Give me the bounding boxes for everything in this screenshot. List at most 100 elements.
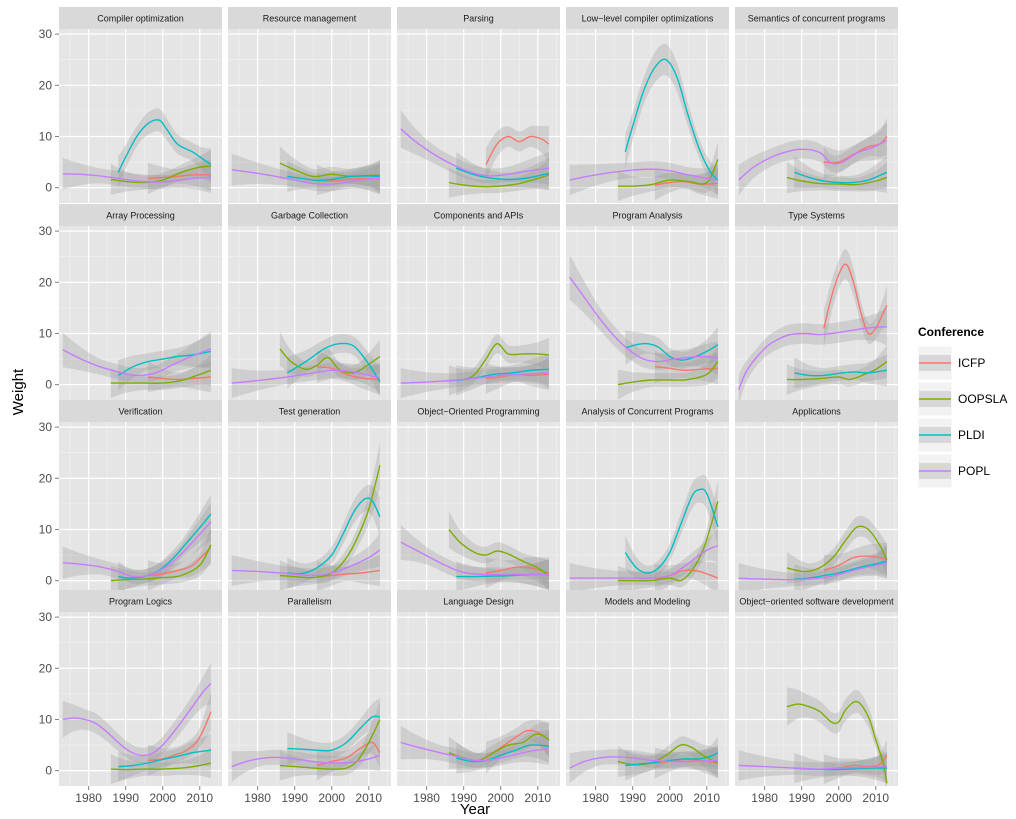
- facet-title: Verification: [118, 407, 162, 417]
- series-line: [400, 128, 549, 177]
- legend-label: OOPSLA: [958, 392, 1007, 406]
- confidence-band: [617, 345, 718, 400]
- confidence-band: [110, 149, 211, 195]
- confidence-band: [794, 545, 887, 595]
- confidence-band: [279, 331, 380, 381]
- legend-key: [917, 381, 953, 417]
- facet-strip: [59, 590, 222, 612]
- series-line: [625, 342, 719, 361]
- facet-title: Parallelism: [287, 597, 331, 607]
- confidence-band: [738, 122, 887, 196]
- series-line: [316, 366, 380, 381]
- confidence-band: [625, 736, 718, 781]
- series-line: [147, 174, 211, 180]
- confidence-band: [400, 524, 549, 590]
- facet-strip: [735, 590, 898, 612]
- panel-series: [231, 331, 381, 399]
- y-tick-label: 20: [39, 661, 53, 675]
- x-tick-label: 2010: [862, 791, 889, 805]
- series-line: [110, 762, 212, 771]
- series-line: [147, 546, 212, 577]
- y-tick-label: 0: [45, 764, 52, 778]
- confidence-band: [485, 358, 549, 394]
- series-line: [738, 764, 887, 770]
- confidence-band: [448, 159, 549, 198]
- y-tick-label: 0: [45, 378, 52, 392]
- series-line: [62, 521, 212, 578]
- confidence-band: [786, 161, 887, 193]
- facet-title: Compiler optimization: [97, 14, 184, 24]
- series-line: [625, 752, 719, 767]
- confidence-band: [786, 687, 887, 786]
- facet-panel: Program Logics 0 10 20 30 1980 1990 2000 2010: [39, 590, 222, 805]
- series-line: [231, 549, 381, 577]
- panel-series: [569, 474, 719, 596]
- confidence-band: [625, 43, 718, 196]
- plot-background: [566, 29, 729, 203]
- x-tick-label: 1980: [413, 791, 440, 805]
- panel-series: [400, 511, 550, 592]
- plot-background: [228, 422, 391, 596]
- facet-title: Semantics of concurrent programs: [748, 14, 886, 24]
- y-tick-label: 10: [39, 326, 53, 340]
- plot-background: [566, 422, 729, 596]
- x-tick-label: 2010: [355, 791, 382, 805]
- facet-strip: [59, 7, 222, 29]
- series-line: [617, 361, 719, 386]
- series-line: [400, 541, 549, 576]
- panel-series: [569, 736, 719, 784]
- facet-panel: Array Processing 0 10 20 30: [39, 204, 222, 400]
- confidence-band: [794, 354, 887, 389]
- panel-series: [738, 249, 888, 400]
- series-line: [287, 175, 380, 182]
- legend-label: ICFP: [958, 356, 985, 370]
- y-tick-label: 0: [45, 574, 52, 588]
- series-line: [456, 167, 550, 181]
- plot-background: [397, 422, 560, 596]
- facet-title: Array Processing: [106, 211, 175, 221]
- facet-title: Resource management: [263, 14, 357, 24]
- confidence-band: [110, 354, 211, 399]
- series-line: [485, 135, 550, 165]
- facet-panel: Semantics of concurrent programs: [735, 7, 898, 203]
- facet-panel: Low−level compiler optimizations: [566, 7, 729, 203]
- series-line: [400, 741, 550, 762]
- confidence-band: [448, 334, 549, 396]
- series-line: [569, 168, 719, 181]
- series-line: [231, 169, 380, 186]
- series-line: [117, 350, 212, 377]
- series-line: [286, 342, 381, 383]
- series-line: [624, 58, 719, 181]
- confidence-band: [110, 747, 211, 785]
- facet-title: Program Analysis: [612, 211, 683, 221]
- series-line: [624, 488, 719, 574]
- series-line: [448, 174, 550, 188]
- confidence-band: [625, 474, 718, 581]
- y-tick-label: 10: [39, 522, 53, 536]
- facet-strip: [735, 7, 898, 29]
- facet-strip: [228, 7, 391, 29]
- series-line: [62, 173, 211, 183]
- x-tick-label: 2010: [524, 791, 551, 805]
- facet-panel: Object−oriented software development 1980…: [735, 590, 898, 805]
- facet-panel: Garbage Collection: [228, 204, 391, 400]
- confidence-band: [569, 254, 718, 375]
- series-line: [147, 376, 211, 381]
- series-line: [279, 348, 381, 374]
- y-tick-label: 0: [45, 181, 52, 195]
- series-line: [569, 276, 718, 363]
- facet-title: Models and Modeling: [605, 597, 691, 607]
- confidence-band: [231, 153, 380, 194]
- plot-background: [59, 422, 222, 596]
- facet-strip: [735, 400, 898, 422]
- series-line: [654, 366, 718, 372]
- facet-title: Low−level compiler optimizations: [582, 14, 714, 24]
- confidence-band: [786, 515, 887, 584]
- series-line: [786, 361, 888, 381]
- facet-strip: [228, 400, 391, 422]
- series-line: [485, 729, 550, 759]
- x-tick-label: 2000: [149, 791, 176, 805]
- panel-series: [400, 109, 550, 198]
- plot-background: [59, 226, 222, 400]
- facet-panel: Program Analysis: [566, 204, 729, 400]
